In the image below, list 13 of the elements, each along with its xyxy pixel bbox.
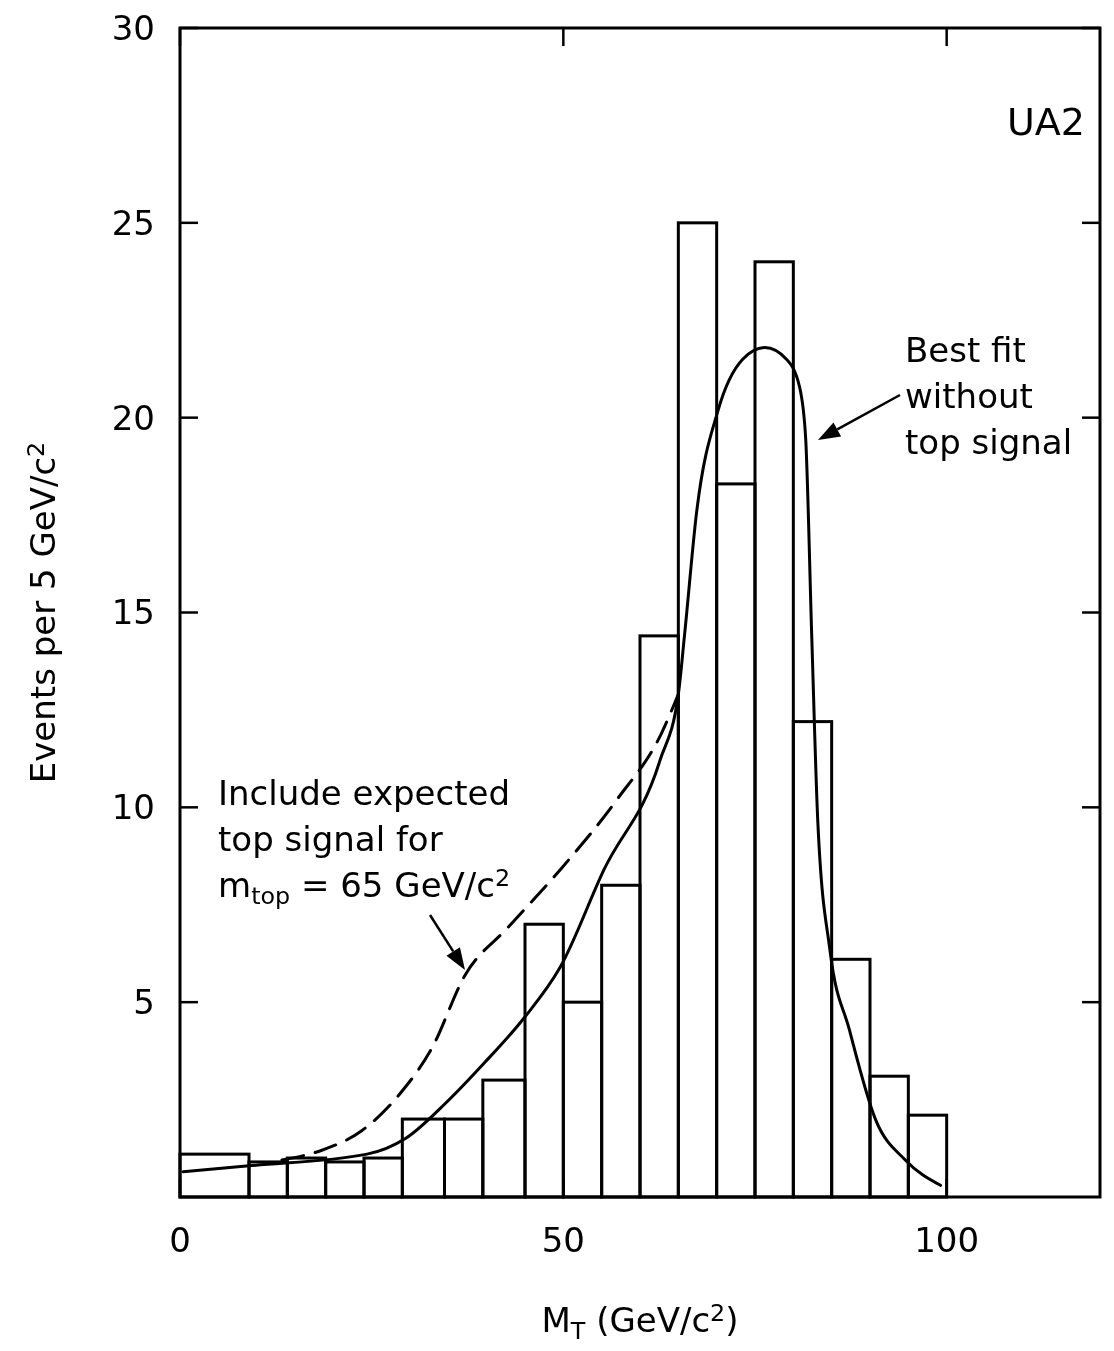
x-tick-label: 50: [541, 1220, 585, 1260]
annotation: Best fit without top signal: [905, 330, 1073, 462]
y-tick-label: 5: [133, 982, 155, 1023]
x-tick-label: 100: [914, 1220, 980, 1260]
y-tick-label: 30: [111, 7, 155, 48]
annotation: Include expected top signal for m$_{top}$ = 65 GeV/c$^{2}$: [218, 773, 511, 911]
x-tick-label: 0: [169, 1220, 191, 1260]
y-tick-label: 20: [111, 397, 155, 438]
x-axis-title: M$_{T}$ (GeV/c$^{2}$): [541, 1299, 739, 1346]
y-tick-label: 15: [111, 592, 155, 633]
y-tick-label: 10: [111, 787, 155, 828]
annotation: UA2: [1007, 100, 1085, 144]
y-tick-label: 25: [111, 202, 155, 243]
